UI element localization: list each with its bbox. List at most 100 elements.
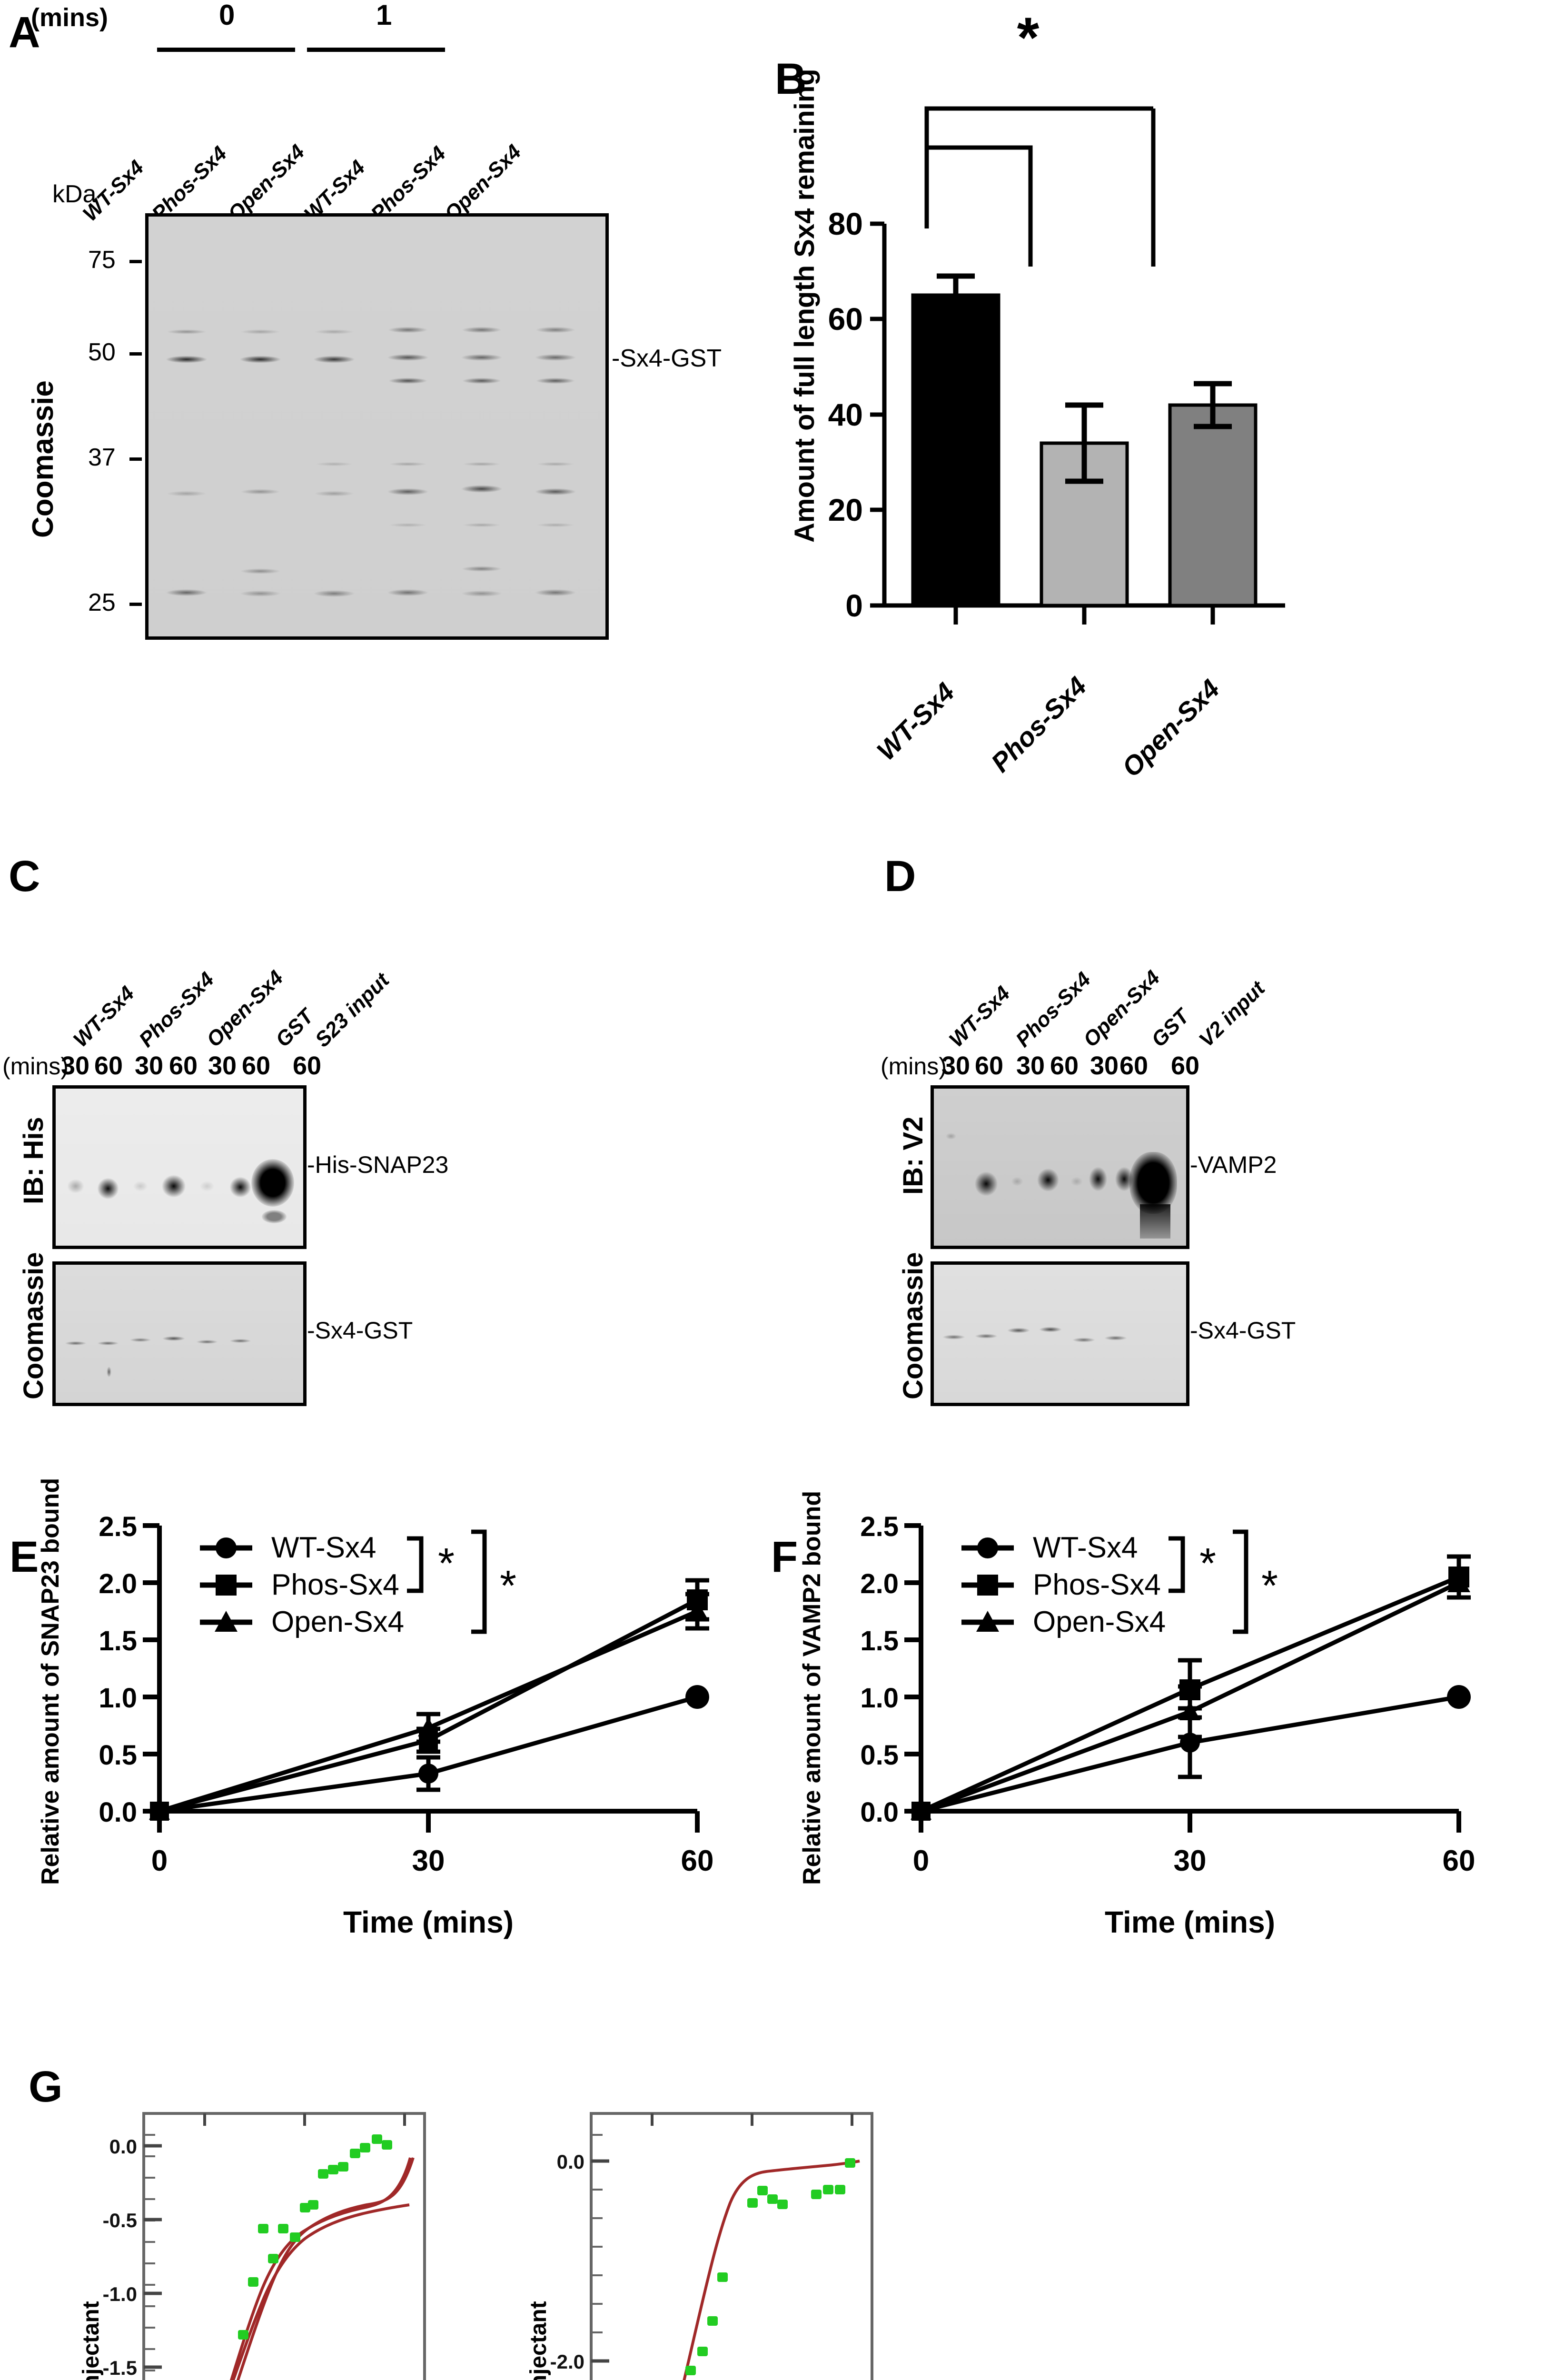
panel-e-xlabel: Time (mins) [343,1905,514,1939]
panel-c-lane-label-4: S23 input [310,968,394,1052]
panel-a-mw-tick-75 [129,260,142,263]
panel-e-xtick-30: 30 [412,1844,445,1877]
panel-f-marker-open-0 [911,1801,931,1820]
panel-f-ytick-05: 0.5 [860,1740,899,1771]
panel-c-time-4: 30 [208,1051,237,1080]
panel-e-ytick-15: 1.5 [99,1626,137,1656]
panel-g-plot-phos-ymajor [591,2159,609,2363]
panel-g-plot-phos-yminor [591,2134,603,2333]
panel-a-kda-label: kDa [52,180,97,208]
panel-e-legend-label-phos: Phos-Sx4 [271,1568,399,1601]
panel-g-plot-wt-fit [236,2157,415,2380]
panel-b-chart: * 80 60 40 20 0 [828,6,1285,625]
panel-f-xtick-labels: 0 30 60 [913,1844,1476,1877]
panel-e-legend-marker-open [215,1611,238,1632]
panel-g-plot-wt-frame [142,2112,426,2380]
panel-a-gel [145,213,609,640]
panel-f-xtick-0: 0 [913,1844,929,1877]
panel-a-coomassie-label: Coomassie [27,380,59,538]
panel-b-ytick-40: 40 [828,397,863,432]
panel-f-significance-asterisk-1: * [1199,1540,1216,1587]
panel-g: G Kcal mol⁻¹ of injectant [0,2042,1545,2380]
panel-d-coomassie-label: Coomassie [898,1252,929,1399]
panel-g-plot-wt-ytick-3: -1.5 [103,2357,137,2379]
panel-f-xtick-60: 60 [1443,1844,1476,1877]
panel-e-marker-open-60 [686,1601,709,1621]
panel-e-legend-marker-phos [216,1575,237,1596]
panel-f-legend-label-wt: WT-Sx4 [1033,1531,1138,1564]
panel-f-legend-label-open: Open-Sx4 [1033,1606,1166,1638]
panel-b-bar-open [1168,403,1258,607]
panel-g-plot-wt-svg: 0.0 -0.5 -1.0 -1.5 -2.0 0.0 0 [103,2112,426,2380]
panel-d: D WT-Sx4 Phos-Sx4 Open-Sx4 GST V2 input … [762,785,1545,1406]
panel-a-mw-25: 25 [88,589,116,616]
panel-d-time-3: 60 [1050,1051,1079,1080]
panel-g-plot-phos-fit [683,2160,860,2380]
panel-f-xlabel: Time (mins) [1105,1905,1275,1939]
panel-c-time-3: 60 [169,1051,198,1080]
panel-g-plot-wt-fit-tail [231,2203,410,2380]
panel-c-letter: C [9,852,40,901]
panel-g-plot-phos-ytick-1: -2.0 [550,2350,584,2373]
panel-f-marker-wt-60 [1447,1685,1471,1709]
panel-d-time-6: 60 [1171,1051,1200,1080]
panel-c-blot [52,1085,307,1249]
panel-c-lane-label-0: WT-Sx4 [69,982,139,1052]
panel-a-mw-75: 75 [88,246,116,274]
panel-f-markers-open [911,1572,1470,1820]
panel-a-timepoint-rule-1 [307,48,445,52]
panel-d-blot-annotation: -VAMP2 [1190,1151,1277,1178]
panel-c-blot-image [56,1089,303,1246]
panel-b-ytick-20: 20 [828,492,863,527]
panel-e-marker-open-0 [149,1801,170,1820]
panel-f-legend-marker-wt [977,1537,998,1558]
panel-c-coomassie-label: Coomassie [18,1252,49,1399]
panel-e-ytick-05: 0.5 [99,1740,137,1771]
panel-a-mw-37: 37 [88,444,116,471]
panel-f-marker-open-60 [1447,1572,1470,1592]
panel-a-band-annotation: -Sx4-GST [612,345,722,372]
panel-f-marker-open-30 [1179,1701,1200,1720]
panel-d-ib-label: IB: V2 [898,1116,929,1195]
panel-d-lane-label-4: V2 input [1194,976,1270,1052]
panel-c-mins-label: (mins) [2,1053,69,1080]
panel-d-letter: D [884,852,916,901]
panel-e-ytick-25: 2.5 [99,1511,137,1542]
panel-e-letter: E [10,1533,39,1581]
panel-e-error-bars [416,1578,709,1792]
panel-a-mw-tick-37 [129,457,142,461]
panel-c-time-2: 30 [135,1051,164,1080]
panel-c-ib-label: IB: His [18,1117,49,1204]
panel-e-ytick-labels: 2.5 2.0 1.5 1.0 0.5 0.0 [99,1511,137,1828]
panel-a-timepoint-rule-0 [157,48,295,52]
panel-a-letter: A [9,8,40,57]
panel-g-plot-wt-xticks [203,2113,406,2126]
panel-a-mw-tick-25 [129,603,142,606]
panel-g-plot-wt-ytick-1: -0.5 [103,2209,137,2231]
panel-b-ytick-60: 60 [828,301,863,337]
panel-g-plot-wt-ytick-2: -1.0 [103,2283,137,2305]
panel-f: F Relative amount of VAMP2 bound 2.5 2.0… [762,1404,1545,2080]
panel-e-significance-asterisk-1: * [438,1540,455,1587]
panel-c-coomassie [52,1261,307,1406]
panel-e-legend: WT-Sx4 Phos-Sx4 Open-Sx4 [200,1531,404,1638]
panel-e-marker-open-30 [418,1717,439,1736]
panel-g-plot-phos-ytick-0: 0.0 [557,2151,584,2173]
panel-g-plot-phos-points [685,2158,855,2375]
panel-b-ytick-0: 0 [845,588,863,623]
panel-d-blot-image [934,1089,1186,1246]
panel-d-time-1: 60 [975,1051,1004,1080]
panel-d-coomassie-image [934,1265,1186,1403]
panel-a-timepoint-0: 0 [219,0,235,31]
panel-e-legend-label-wt: WT-Sx4 [271,1531,376,1564]
panel-f-legend-marker-open [976,1611,999,1632]
panel-f-letter: F [771,1533,798,1581]
panel-g-plot-wt-ytick-labels: 0.0 -0.5 -1.0 -1.5 -2.0 [103,2135,137,2379]
panel-c-time-5: 60 [242,1051,271,1080]
panel-b-bar-wt [911,293,1000,607]
panel-e-legend-marker-wt [216,1537,237,1558]
panel-c-time-0: 30 [61,1051,90,1080]
panel-e-xticks [157,1811,700,1833]
panel-c-lane-label-3: GST [271,1004,318,1052]
